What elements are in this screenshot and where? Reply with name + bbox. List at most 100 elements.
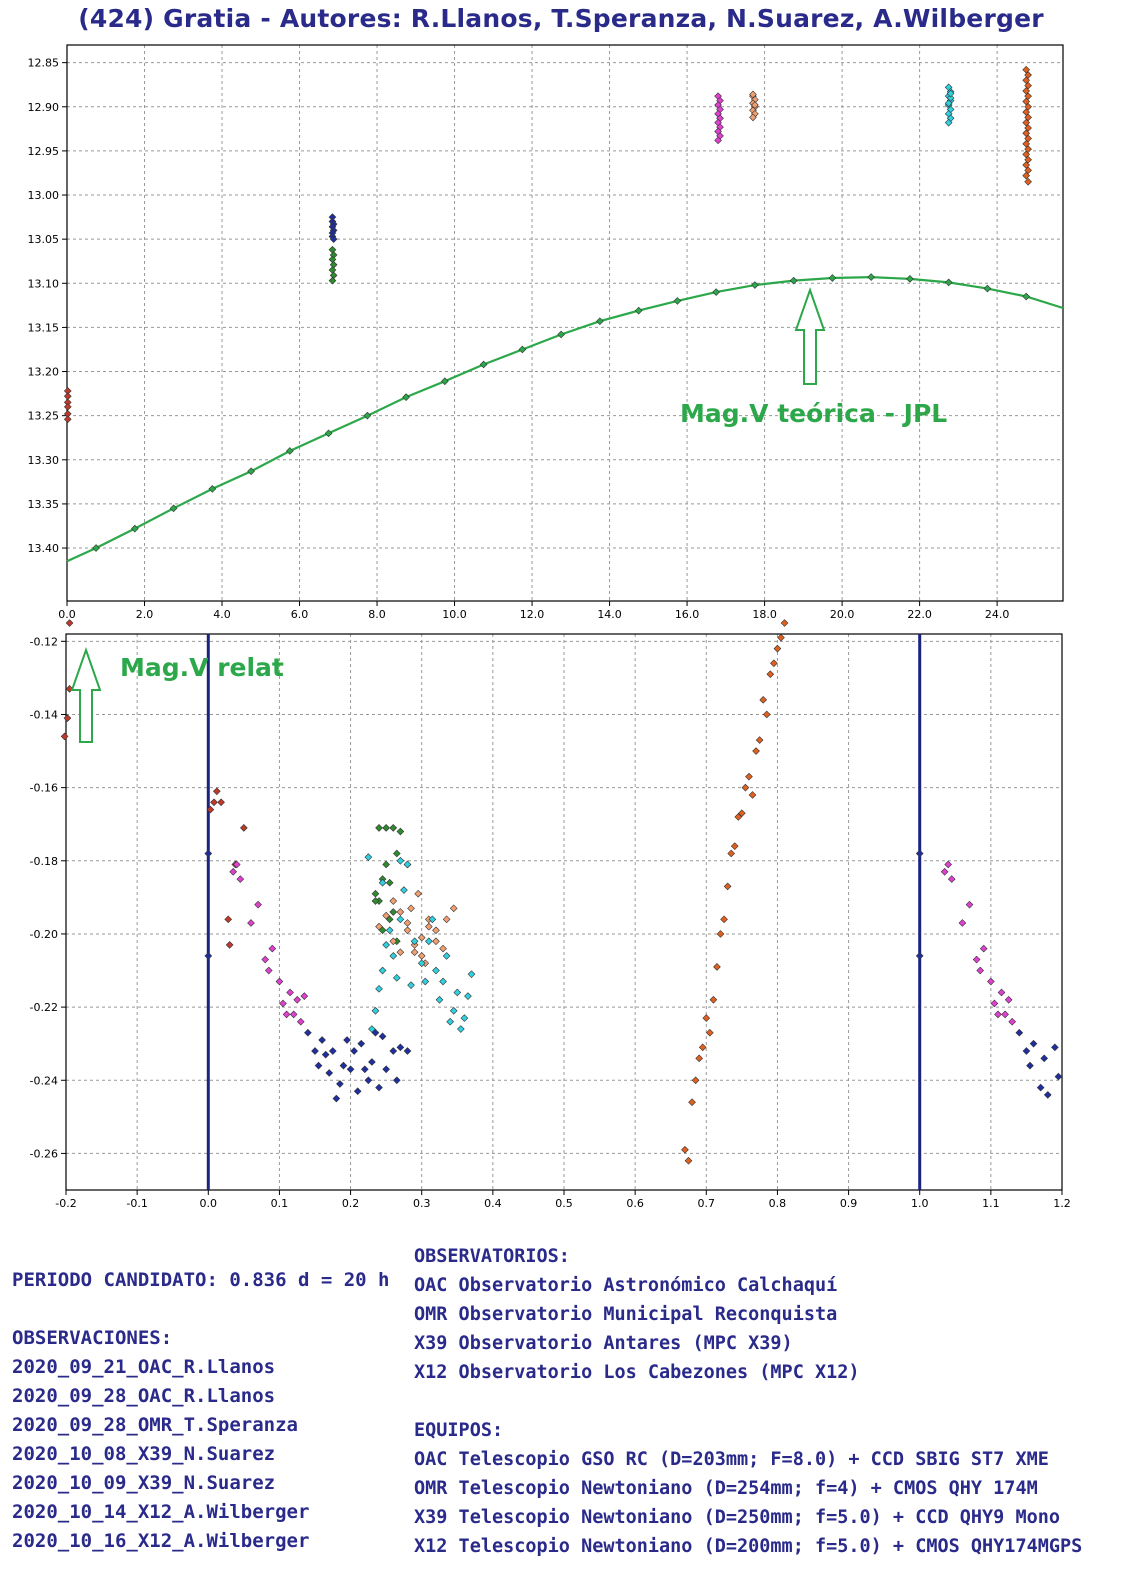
data-point <box>1022 87 1031 95</box>
data-point <box>378 1032 387 1041</box>
data-point <box>264 966 273 975</box>
data-point <box>947 875 956 883</box>
data-point <box>762 710 771 719</box>
data-point <box>766 670 775 679</box>
data-point <box>946 94 955 102</box>
observation-item: 2020_09_28_OAC_R.Llanos <box>12 1385 276 1407</box>
data-point <box>944 860 952 869</box>
theory-curve-point <box>324 429 333 438</box>
data-point <box>385 926 394 935</box>
theory-curve-point <box>944 278 953 287</box>
data-point <box>1029 1039 1038 1048</box>
data-point <box>714 136 722 145</box>
data-point <box>777 633 785 642</box>
data-point <box>691 1076 700 1085</box>
data-point <box>378 878 387 887</box>
y-tick-label: -0.20 <box>30 928 58 941</box>
data-point <box>741 783 750 792</box>
theory-curve-point <box>441 377 449 386</box>
data-point <box>684 1156 693 1165</box>
theory-curve-point <box>169 504 178 513</box>
magnitude-vs-time-chart: 0.0 2.0 4.0 6.0 8.0 10.0 12.0 14.0 16.0 18.0 20.0 2… <box>28 44 1064 621</box>
plot-border <box>66 44 1064 602</box>
data-point <box>460 1014 469 1022</box>
x-tick-label: 1.0 <box>911 1197 929 1210</box>
observation-item: 2020_10_09_X39_N.Suarez <box>12 1472 276 1494</box>
data-point <box>212 787 221 796</box>
observations-header: OBSERVACIONES: <box>12 1327 173 1349</box>
equipment-item: X39 Telescopio Newtoniano (D=250mm; f=5.… <box>414 1507 1061 1528</box>
data-point <box>467 970 476 979</box>
data-point <box>1024 81 1032 90</box>
data-point <box>389 937 398 946</box>
data-point <box>464 992 472 1000</box>
x-tick-label: 14.0 <box>597 608 622 621</box>
theory-curve-point <box>596 317 604 326</box>
theory-annotation: Mag.V teórica - JPL <box>680 399 947 428</box>
data-point <box>403 860 412 869</box>
data-point <box>994 1010 1002 1019</box>
data-point <box>1022 76 1031 85</box>
x-tick-label: 0.3 <box>413 1197 431 1210</box>
x-tick-label: 24.0 <box>985 608 1010 621</box>
data-point <box>1024 166 1032 175</box>
data-point <box>414 889 422 898</box>
equipment-item: X12 Telescopio Newtoniano (D=200mm; f=5.… <box>414 1536 1083 1557</box>
y-tick-label: -0.12 <box>30 635 58 648</box>
data-point <box>400 886 408 894</box>
data-point <box>360 1065 369 1074</box>
data-point <box>417 933 426 942</box>
data-point <box>396 1043 405 1052</box>
x-tick-label: 0.0 <box>200 1197 218 1210</box>
data-point <box>1026 1061 1034 1070</box>
plot-border <box>65 633 1063 1191</box>
data-point <box>385 878 394 887</box>
data-point <box>421 977 430 986</box>
data-point <box>232 860 241 869</box>
theory-curve-point <box>712 288 720 296</box>
y-tick-label: 13.25 <box>28 410 60 423</box>
data-point <box>944 118 953 127</box>
data-point <box>1036 1083 1045 1092</box>
data-point <box>410 937 419 946</box>
data-point <box>1022 97 1031 106</box>
data-point <box>314 1061 323 1070</box>
x-tick-label: 6.0 <box>291 608 309 621</box>
data-point <box>247 919 255 927</box>
chart-title: (424) Gratia - Autores: R.Llanos, T.Sper… <box>78 4 1044 33</box>
data-point <box>748 791 757 799</box>
data-point <box>368 1058 376 1066</box>
data-point <box>254 900 262 909</box>
data-point <box>375 922 383 931</box>
data-point <box>1051 1043 1059 1052</box>
data-point <box>723 882 732 891</box>
y-tick-label: -0.14 <box>30 708 58 721</box>
data-point <box>396 908 405 916</box>
y-tick-label: 13.10 <box>28 277 60 290</box>
data-point <box>389 908 398 916</box>
data-point <box>738 809 746 818</box>
data-point <box>958 919 967 927</box>
y-tick-label: -0.16 <box>30 782 58 795</box>
x-tick-label: 0.8 <box>769 1197 787 1210</box>
up-arrow-icon <box>70 646 102 743</box>
data-point <box>382 860 390 869</box>
y-tick-label: 12.95 <box>28 145 60 158</box>
y-tick-label: -0.24 <box>30 1074 58 1087</box>
data-point <box>60 732 69 741</box>
theory-curve-point <box>1022 292 1031 301</box>
data-point <box>425 937 433 946</box>
data-point <box>63 415 72 424</box>
data-point <box>987 977 995 986</box>
data-point <box>357 1039 366 1048</box>
y-tick-label: 13.20 <box>28 366 60 379</box>
data-point <box>442 915 451 924</box>
theory-curve-point <box>479 360 488 369</box>
data-point <box>417 952 426 960</box>
data-point <box>780 619 789 627</box>
theory-curve-point <box>789 276 798 285</box>
data-point <box>730 842 739 850</box>
x-tick-label: 0.7 <box>698 1197 716 1210</box>
data-point <box>749 90 757 99</box>
data-point <box>396 915 405 924</box>
